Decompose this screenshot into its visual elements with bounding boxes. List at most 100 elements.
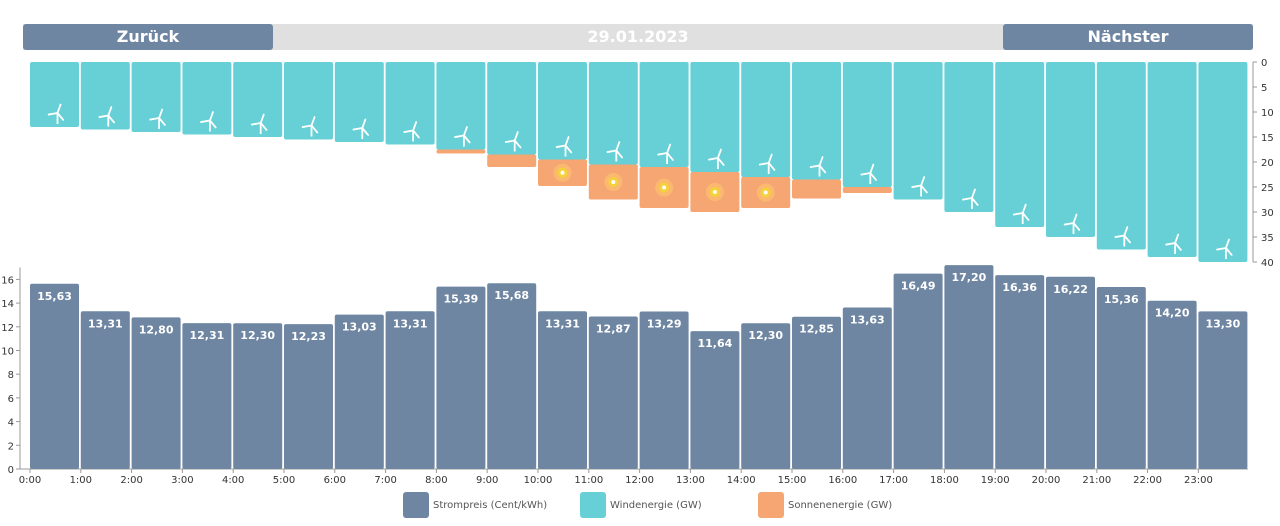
- legend-price[interactable]: Strompreis (Cent/kWh): [403, 492, 547, 518]
- price-bar: [639, 311, 689, 469]
- price-bar: [842, 307, 892, 469]
- turbine-blade: [208, 111, 214, 122]
- turbine-blade: [1072, 213, 1078, 224]
- turbine-blade: [717, 148, 722, 159]
- turbine-blade: [962, 197, 973, 201]
- x-tick-label: 11:00: [574, 475, 603, 486]
- wind-turbine-icon: [860, 163, 877, 184]
- turbine-blade: [1021, 212, 1030, 221]
- price-bar: [944, 265, 994, 469]
- wind-turbine-icon: [47, 103, 65, 124]
- legend-wind[interactable]: Windenergie (GW): [580, 492, 702, 518]
- price-value-label: 12,23: [291, 330, 326, 343]
- turbine-blade: [403, 129, 415, 133]
- sun-center: [712, 190, 717, 194]
- wind-bar: [80, 62, 130, 130]
- turbine-blade: [869, 172, 877, 181]
- top-y-tick-label: 25: [1261, 183, 1274, 194]
- wind-turbine-icon: [149, 108, 166, 129]
- turbine-blade: [1063, 222, 1075, 226]
- price-bar: [741, 323, 791, 469]
- bottom-y-tick-label: 4: [8, 418, 14, 429]
- wind-turbine-icon: [758, 153, 776, 174]
- price-value-label: 12,30: [240, 329, 275, 342]
- turbine-blade: [1174, 242, 1182, 251]
- price-bar: [893, 273, 943, 469]
- sun-icon: [655, 178, 674, 197]
- turbine-blade: [1021, 203, 1027, 214]
- wind-bar: [741, 62, 791, 177]
- price-bar: [1096, 286, 1146, 469]
- wind-bar: [893, 62, 943, 200]
- price-bar: [1147, 300, 1197, 469]
- sun-icon: [756, 183, 775, 202]
- wind-bar: [1096, 62, 1146, 250]
- turbine-blade: [208, 119, 217, 129]
- wind-bar: [842, 62, 892, 187]
- solar-bar: [436, 149, 486, 154]
- turbine-blade: [657, 152, 668, 156]
- top-y-tick-label: 15: [1261, 133, 1274, 144]
- price-value-label: 13,31: [88, 317, 123, 330]
- turbine-blade: [259, 113, 265, 124]
- price-value-label: 15,36: [1104, 293, 1139, 306]
- turbine-blade: [412, 129, 420, 139]
- turbine-blade: [513, 131, 519, 142]
- x-tick-label: 6:00: [324, 475, 346, 486]
- price-bar: [385, 311, 435, 469]
- turbine-blade: [47, 112, 59, 116]
- wind-turbine-icon: [606, 141, 623, 162]
- price-bar: [792, 316, 841, 469]
- wind-bar: [487, 62, 537, 155]
- price-value-label: 16,22: [1053, 283, 1088, 296]
- wind-bar: [690, 62, 740, 172]
- wind-turbine-icon: [1165, 233, 1182, 254]
- price-value-label: 14,20: [1155, 307, 1190, 320]
- next-button[interactable]: Nächster: [1003, 24, 1253, 50]
- turbine-blade: [513, 139, 522, 149]
- x-tick-label: 2:00: [120, 475, 142, 486]
- wind-bar: [792, 62, 841, 180]
- wind-bar: [182, 62, 232, 135]
- price-value-label: 17,20: [952, 271, 987, 284]
- price-bar: [80, 311, 130, 469]
- top-y-tick-label: 35: [1261, 233, 1274, 244]
- back-button[interactable]: Zurück: [23, 24, 273, 50]
- turbine-blade: [1216, 247, 1227, 251]
- turbine-blade: [352, 127, 364, 131]
- wind-bar: [639, 62, 689, 167]
- top-y-tick-label: 40: [1261, 258, 1274, 269]
- legend-solar[interactable]: Sonnenenergie (GW): [758, 492, 892, 518]
- x-tick-label: 12:00: [625, 475, 654, 486]
- bottom-y-tick-label: 8: [8, 370, 14, 381]
- price-bar: [995, 275, 1045, 469]
- x-tick-label: 1:00: [70, 475, 92, 486]
- price-bar: [487, 283, 537, 469]
- turbine-blade: [1225, 238, 1230, 249]
- price-value-label: 15,39: [444, 293, 479, 306]
- turbine-blade: [971, 197, 979, 206]
- wind-turbine-icon: [809, 156, 827, 177]
- price-value-label: 13,31: [393, 317, 428, 330]
- turbine-blade: [606, 149, 618, 153]
- x-tick-label: 23:00: [1184, 475, 1213, 486]
- wind-bar: [1147, 62, 1197, 257]
- top-y-tick-label: 20: [1261, 158, 1274, 169]
- sun-center: [611, 180, 616, 184]
- turbine-blade: [310, 116, 316, 127]
- wind-turbine-icon: [1063, 213, 1081, 234]
- price-bar: [436, 286, 486, 469]
- turbine-blade: [361, 118, 367, 129]
- turbine-blade: [767, 153, 773, 164]
- wind-bar: [436, 62, 486, 150]
- bottom-y-tick-label: 2: [8, 441, 14, 452]
- wind-bar: [385, 62, 435, 145]
- legend-wind-label: Windenergie (GW): [610, 499, 702, 511]
- x-tick-label: 20:00: [1032, 475, 1061, 486]
- wind-turbine-icon: [454, 126, 471, 147]
- top-y-tick-label: 10: [1261, 108, 1274, 119]
- turbine-blade: [158, 117, 166, 126]
- turbine-blade: [564, 136, 570, 147]
- price-value-label: 11,64: [698, 337, 733, 350]
- turbine-blade: [462, 134, 471, 144]
